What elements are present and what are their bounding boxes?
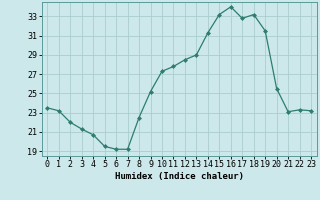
X-axis label: Humidex (Indice chaleur): Humidex (Indice chaleur) xyxy=(115,172,244,181)
